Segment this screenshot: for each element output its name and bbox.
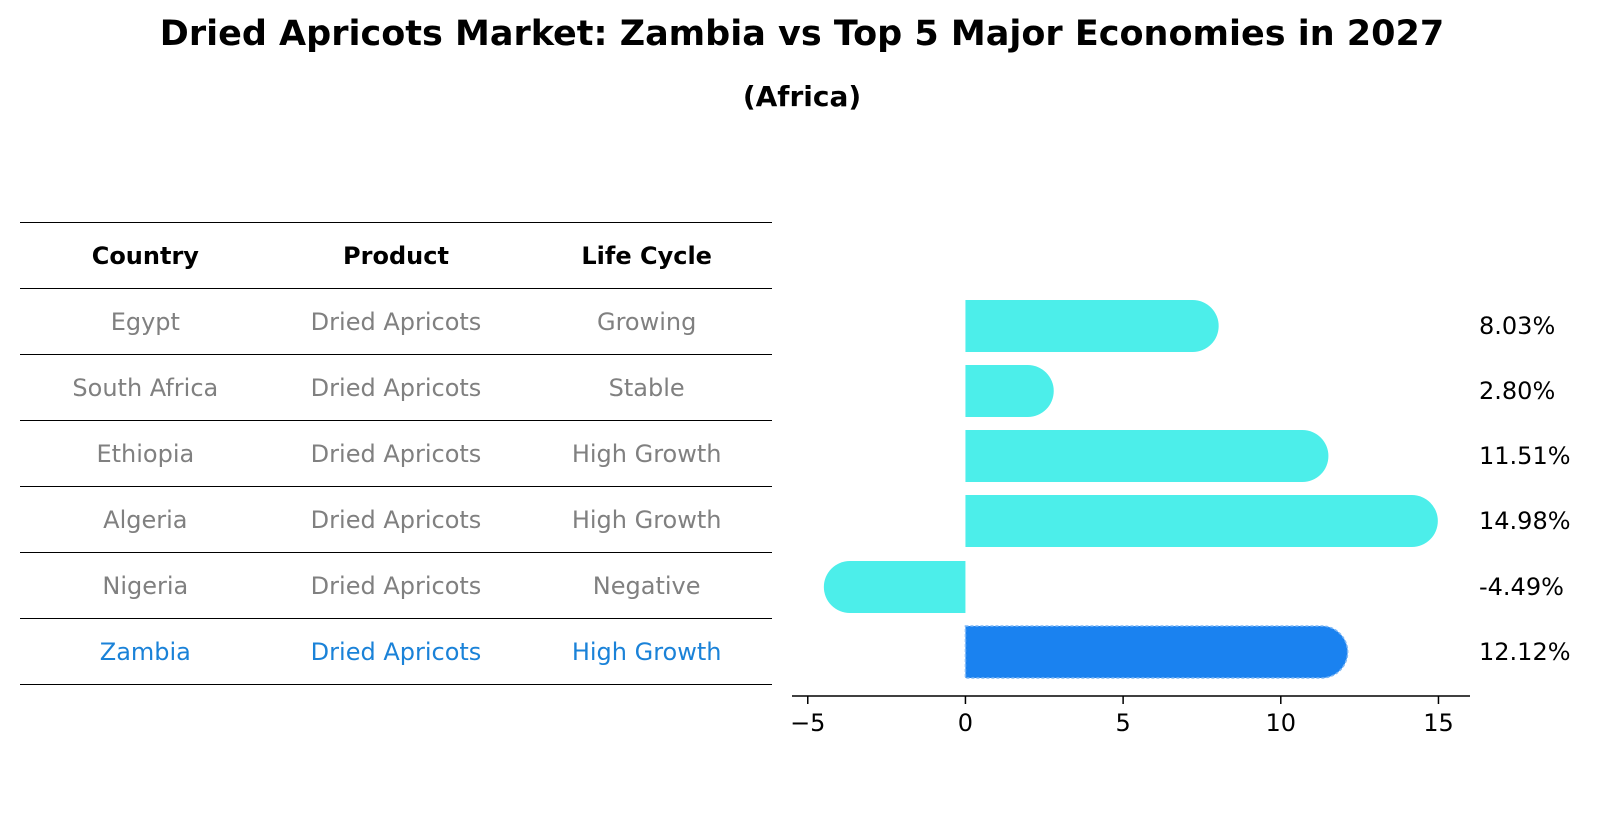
data-label: 2.80% (1479, 377, 1555, 405)
cell-life-cycle: High Growth (521, 486, 772, 553)
market-table: Country Product Life Cycle Egypt Dried A… (20, 222, 772, 685)
table-row: Nigeria Dried Apricots Negative (20, 552, 772, 619)
table-row-highlight: Zambia Dried Apricots High Growth (20, 618, 772, 685)
cell-country: Algeria (20, 486, 271, 553)
cell-country: South Africa (20, 354, 271, 421)
cell-country: Egypt (20, 288, 271, 355)
x-tick-label: 15 (1423, 709, 1454, 737)
cell-country: Zambia (20, 618, 271, 685)
x-tick-label: 10 (1266, 709, 1297, 737)
x-tick-label: 5 (1115, 709, 1130, 737)
bar-zambia (964, 625, 1349, 679)
bar-egypt (965, 300, 1219, 352)
chart-title: Dried Apricots Market: Zambia vs Top 5 M… (159, 14, 1445, 54)
header-product: Product (270, 222, 522, 289)
cell-product: Dried Apricots (270, 552, 522, 619)
table-row: Ethiopia Dried Apricots High Growth (20, 420, 772, 487)
cell-country: Nigeria (20, 552, 271, 619)
bar-algeria (965, 495, 1438, 547)
bar-ethiopia (965, 430, 1329, 482)
cell-product: Dried Apricots (270, 618, 522, 685)
cell-product: Dried Apricots (270, 486, 522, 553)
cell-life-cycle: High Growth (521, 618, 772, 685)
cell-country: Ethiopia (20, 420, 271, 487)
table-row: South Africa Dried Apricots Stable (20, 354, 772, 421)
table-row: Algeria Dried Apricots High Growth (20, 486, 772, 553)
cell-product: Dried Apricots (270, 420, 522, 487)
data-label: 14.98% (1479, 507, 1571, 535)
data-label: 11.51% (1479, 442, 1571, 470)
bar-nigeria (823, 561, 966, 613)
chart-subtitle: (Africa) (742, 80, 862, 113)
cell-life-cycle: Growing (521, 288, 772, 355)
bar-south-africa (965, 365, 1054, 417)
cell-life-cycle: Negative (521, 552, 772, 619)
x-tick-label: −5 (790, 709, 825, 737)
data-label: 12.12% (1479, 638, 1571, 666)
data-label: -4.49% (1479, 573, 1564, 601)
header-country: Country (20, 222, 271, 289)
cell-life-cycle: Stable (521, 354, 772, 421)
x-tick-label: 0 (958, 709, 973, 737)
table-row: Egypt Dried Apricots Growing (20, 288, 772, 355)
cell-product: Dried Apricots (270, 288, 522, 355)
cell-life-cycle: High Growth (521, 420, 772, 487)
cell-product: Dried Apricots (270, 354, 522, 421)
data-label: 8.03% (1479, 312, 1555, 340)
table-header-row: Country Product Life Cycle (20, 222, 772, 289)
header-life-cycle: Life Cycle (521, 222, 772, 289)
